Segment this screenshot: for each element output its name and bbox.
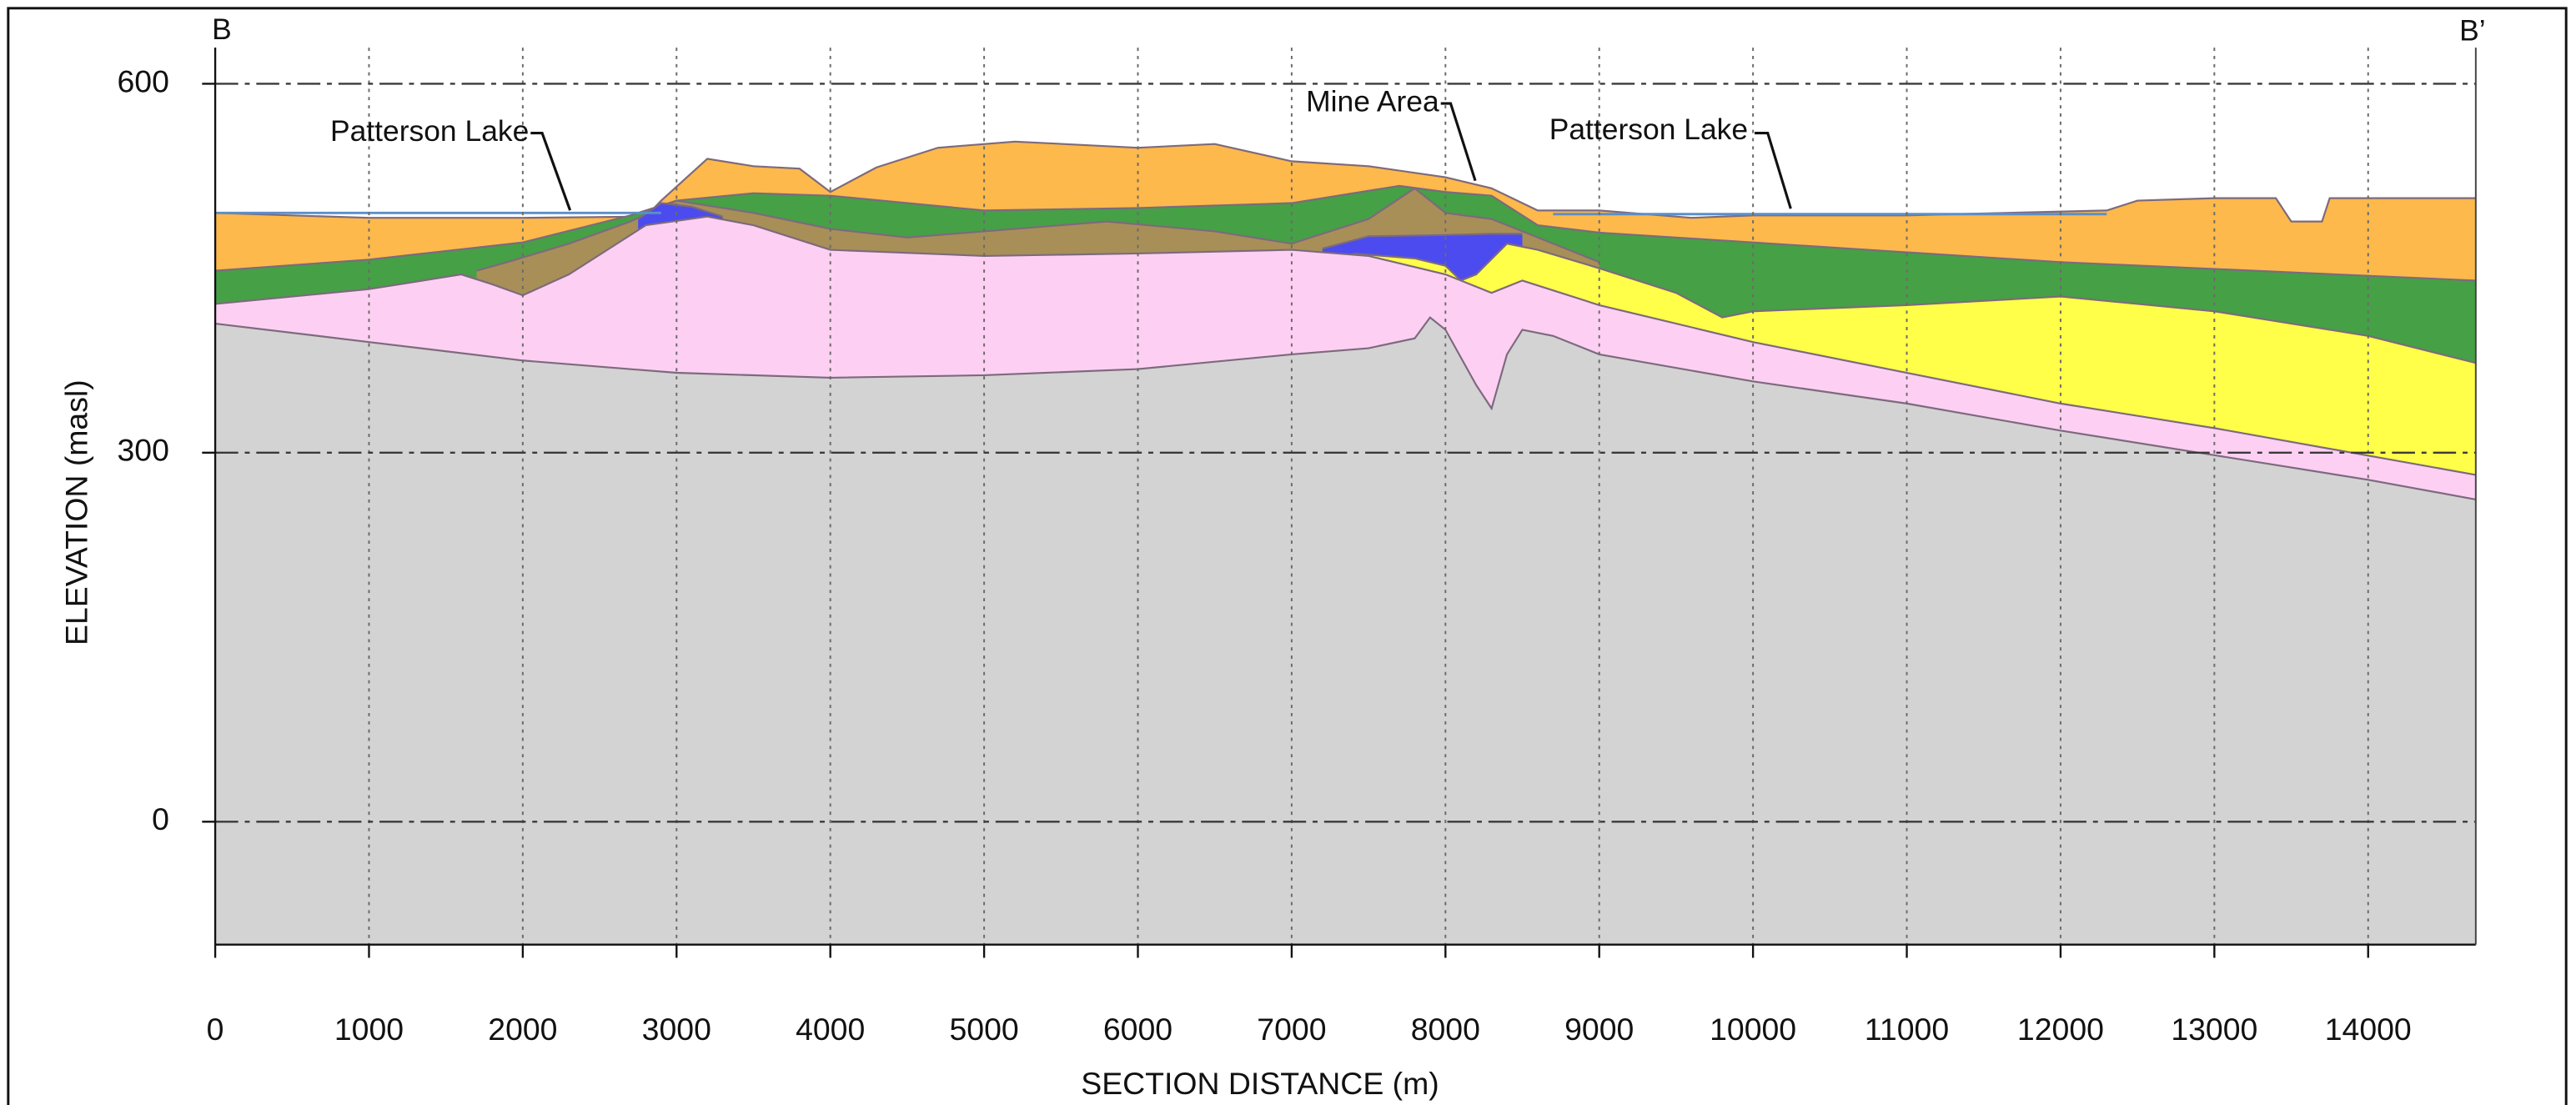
x-tick-label: 7000 xyxy=(1257,1012,1326,1047)
x-tick-label: 11000 xyxy=(1865,1012,1949,1047)
x-tick-label: 4000 xyxy=(796,1012,865,1047)
x-tick-label: 14000 xyxy=(2325,1012,2412,1047)
x-tick-label: 8000 xyxy=(1411,1012,1480,1047)
x-tick-label: 2000 xyxy=(488,1012,557,1047)
x-tick-label: 6000 xyxy=(1103,1012,1173,1047)
leader-line xyxy=(1440,102,1477,182)
x-tick-label: 3000 xyxy=(642,1012,711,1047)
annotation: B’ xyxy=(2459,14,2486,48)
layer-boundary xyxy=(215,140,2476,223)
leader-line xyxy=(1754,131,1792,209)
y-tick-label: 0 xyxy=(152,801,169,836)
y-axis-label: ELEVATION (masl) xyxy=(58,379,93,645)
x-tick-label: 13000 xyxy=(2171,1012,2257,1047)
x-tick-label: 12000 xyxy=(2017,1012,2104,1047)
annotation: Mine Area xyxy=(1306,84,1439,118)
x-tick-label: 10000 xyxy=(1710,1012,1796,1047)
layers xyxy=(214,140,2477,945)
x-tick-label: 5000 xyxy=(949,1012,1018,1047)
x-tick-label: 1000 xyxy=(334,1012,404,1047)
annotation: Patterson Lake xyxy=(330,114,529,148)
layer-boundary xyxy=(476,187,1600,272)
leader-line xyxy=(530,131,572,211)
layer xyxy=(215,317,2476,945)
y-tick-label: 600 xyxy=(117,63,168,98)
axes xyxy=(202,48,2477,958)
x-axis-label: SECTION DISTANCE (m) xyxy=(1081,1066,1439,1101)
annotation: Patterson Lake xyxy=(1549,113,1748,146)
layer-boundary xyxy=(1353,242,2477,364)
annotation: B xyxy=(212,13,232,46)
frame xyxy=(7,7,2568,1105)
layer-boundary xyxy=(214,184,2476,282)
x-tick-label: 0 xyxy=(207,1012,224,1047)
layer-boundary xyxy=(214,316,2477,500)
grid xyxy=(214,48,2476,945)
leaders xyxy=(530,102,1792,211)
y-tick-label: 300 xyxy=(117,433,168,468)
x-tick-label: 9000 xyxy=(1564,1012,1634,1047)
